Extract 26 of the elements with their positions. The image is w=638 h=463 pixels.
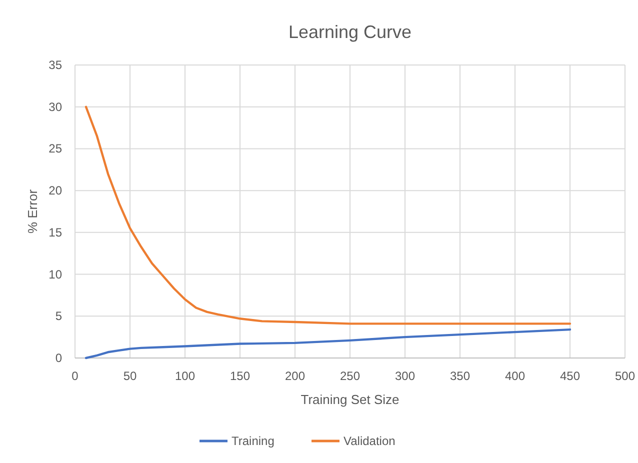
y-tick-label: 0 (55, 351, 62, 365)
y-tick-label: 25 (48, 142, 62, 156)
legend-label: Validation (344, 434, 396, 448)
y-tick-label: 15 (48, 225, 62, 240)
x-tick-label: 300 (394, 369, 416, 383)
legend-label: Training (232, 434, 274, 448)
x-tick-label: 500 (614, 369, 636, 383)
y-axis-title: % Error (25, 188, 40, 234)
chart-title: Learning Curve (288, 22, 412, 42)
x-tick-label: 150 (230, 369, 250, 383)
y-tick-label: 20 (48, 184, 62, 198)
x-tick-label: 450 (560, 369, 580, 383)
y-tick-label: 35 (48, 58, 62, 72)
x-tick-label: 200 (284, 369, 306, 383)
x-axis-title: Training Set Size (300, 392, 400, 407)
y-tick-label: 30 (48, 100, 62, 114)
x-tick-label: 0 (72, 369, 79, 383)
x-tick-label: 250 (340, 369, 360, 383)
x-tick-label: 400 (504, 369, 526, 383)
x-tick-label: 50 (123, 369, 137, 383)
y-tick-label: 10 (48, 267, 62, 282)
x-tick-label: 100 (174, 369, 196, 383)
x-tick-label: 350 (450, 369, 470, 383)
y-tick-label: 5 (55, 309, 62, 324)
line-series (84, 106, 572, 325)
line-series (84, 328, 572, 360)
